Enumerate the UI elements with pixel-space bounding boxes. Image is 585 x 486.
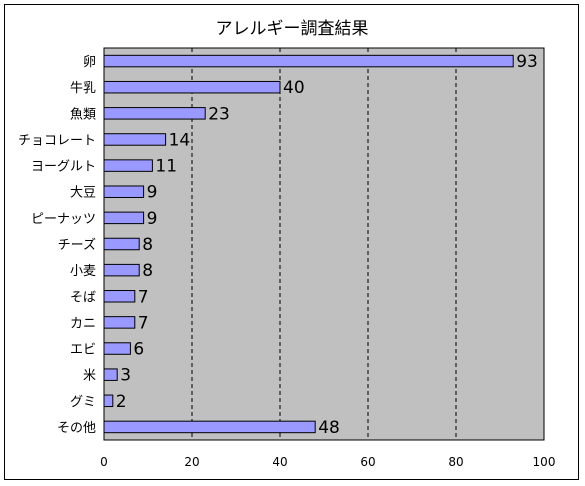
value-label: 48 — [318, 418, 340, 438]
bar — [103, 290, 136, 303]
value-label: 9 — [147, 183, 158, 203]
bar — [103, 159, 153, 172]
bar — [103, 107, 206, 120]
bar — [103, 185, 145, 198]
bar — [103, 237, 140, 251]
x-tick-labels: 0 20 40 60 80 100 — [100, 455, 555, 469]
bar — [103, 394, 114, 408]
x-tick-label: 20 — [184, 455, 199, 469]
value-label: 40 — [283, 78, 305, 98]
bar — [103, 133, 167, 146]
category-label: 魚類 — [70, 107, 96, 122]
value-label: 7 — [138, 313, 149, 333]
value-label: 8 — [142, 235, 153, 255]
bars — [103, 54, 514, 434]
value-label: 7 — [138, 287, 149, 307]
x-tick-label: 0 — [100, 455, 108, 469]
category-label: 大豆 — [70, 186, 96, 201]
category-label: チーズ — [58, 237, 96, 253]
category-label: チョコレート — [18, 133, 96, 148]
category-label: その他 — [57, 421, 96, 436]
x-tick-label: 100 — [533, 455, 556, 469]
value-label: 3 — [120, 366, 131, 386]
category-label: ピーナッツ — [31, 212, 96, 227]
category-label: 卵 — [83, 55, 96, 70]
value-label: 14 — [169, 130, 191, 150]
value-label: 2 — [116, 392, 127, 412]
bar — [103, 54, 514, 68]
value-label: 8 — [142, 261, 153, 281]
bar — [103, 368, 118, 381]
plot-area — [103, 47, 545, 441]
category-label: 小麦 — [70, 264, 96, 279]
x-tick-label: 60 — [360, 455, 375, 469]
category-label: 米 — [83, 369, 96, 384]
category-label: そば — [70, 290, 96, 305]
bar — [103, 420, 316, 434]
category-label: 牛乳 — [70, 81, 96, 96]
x-tick-label: 80 — [448, 455, 463, 469]
bar — [103, 316, 136, 329]
value-label: 6 — [133, 340, 144, 360]
bar — [103, 342, 131, 355]
bar — [103, 263, 140, 277]
category-label: ヨーグルト — [31, 160, 96, 175]
category-label: カニ — [70, 316, 96, 331]
value-label: 93 — [516, 52, 538, 72]
value-label: 23 — [208, 104, 230, 124]
x-tick-label: 40 — [272, 455, 287, 469]
bar — [103, 211, 145, 225]
value-label: 11 — [155, 157, 177, 177]
value-label: 9 — [147, 209, 158, 229]
category-label: グミ — [70, 395, 96, 410]
chart-title: アレルギー調査結果 — [216, 19, 369, 39]
category-label: エビ — [70, 343, 96, 358]
bar — [103, 80, 281, 94]
value-labels: 93 40 23 14 11 9 9 8 8 7 7 63 2 48 — [116, 52, 538, 438]
